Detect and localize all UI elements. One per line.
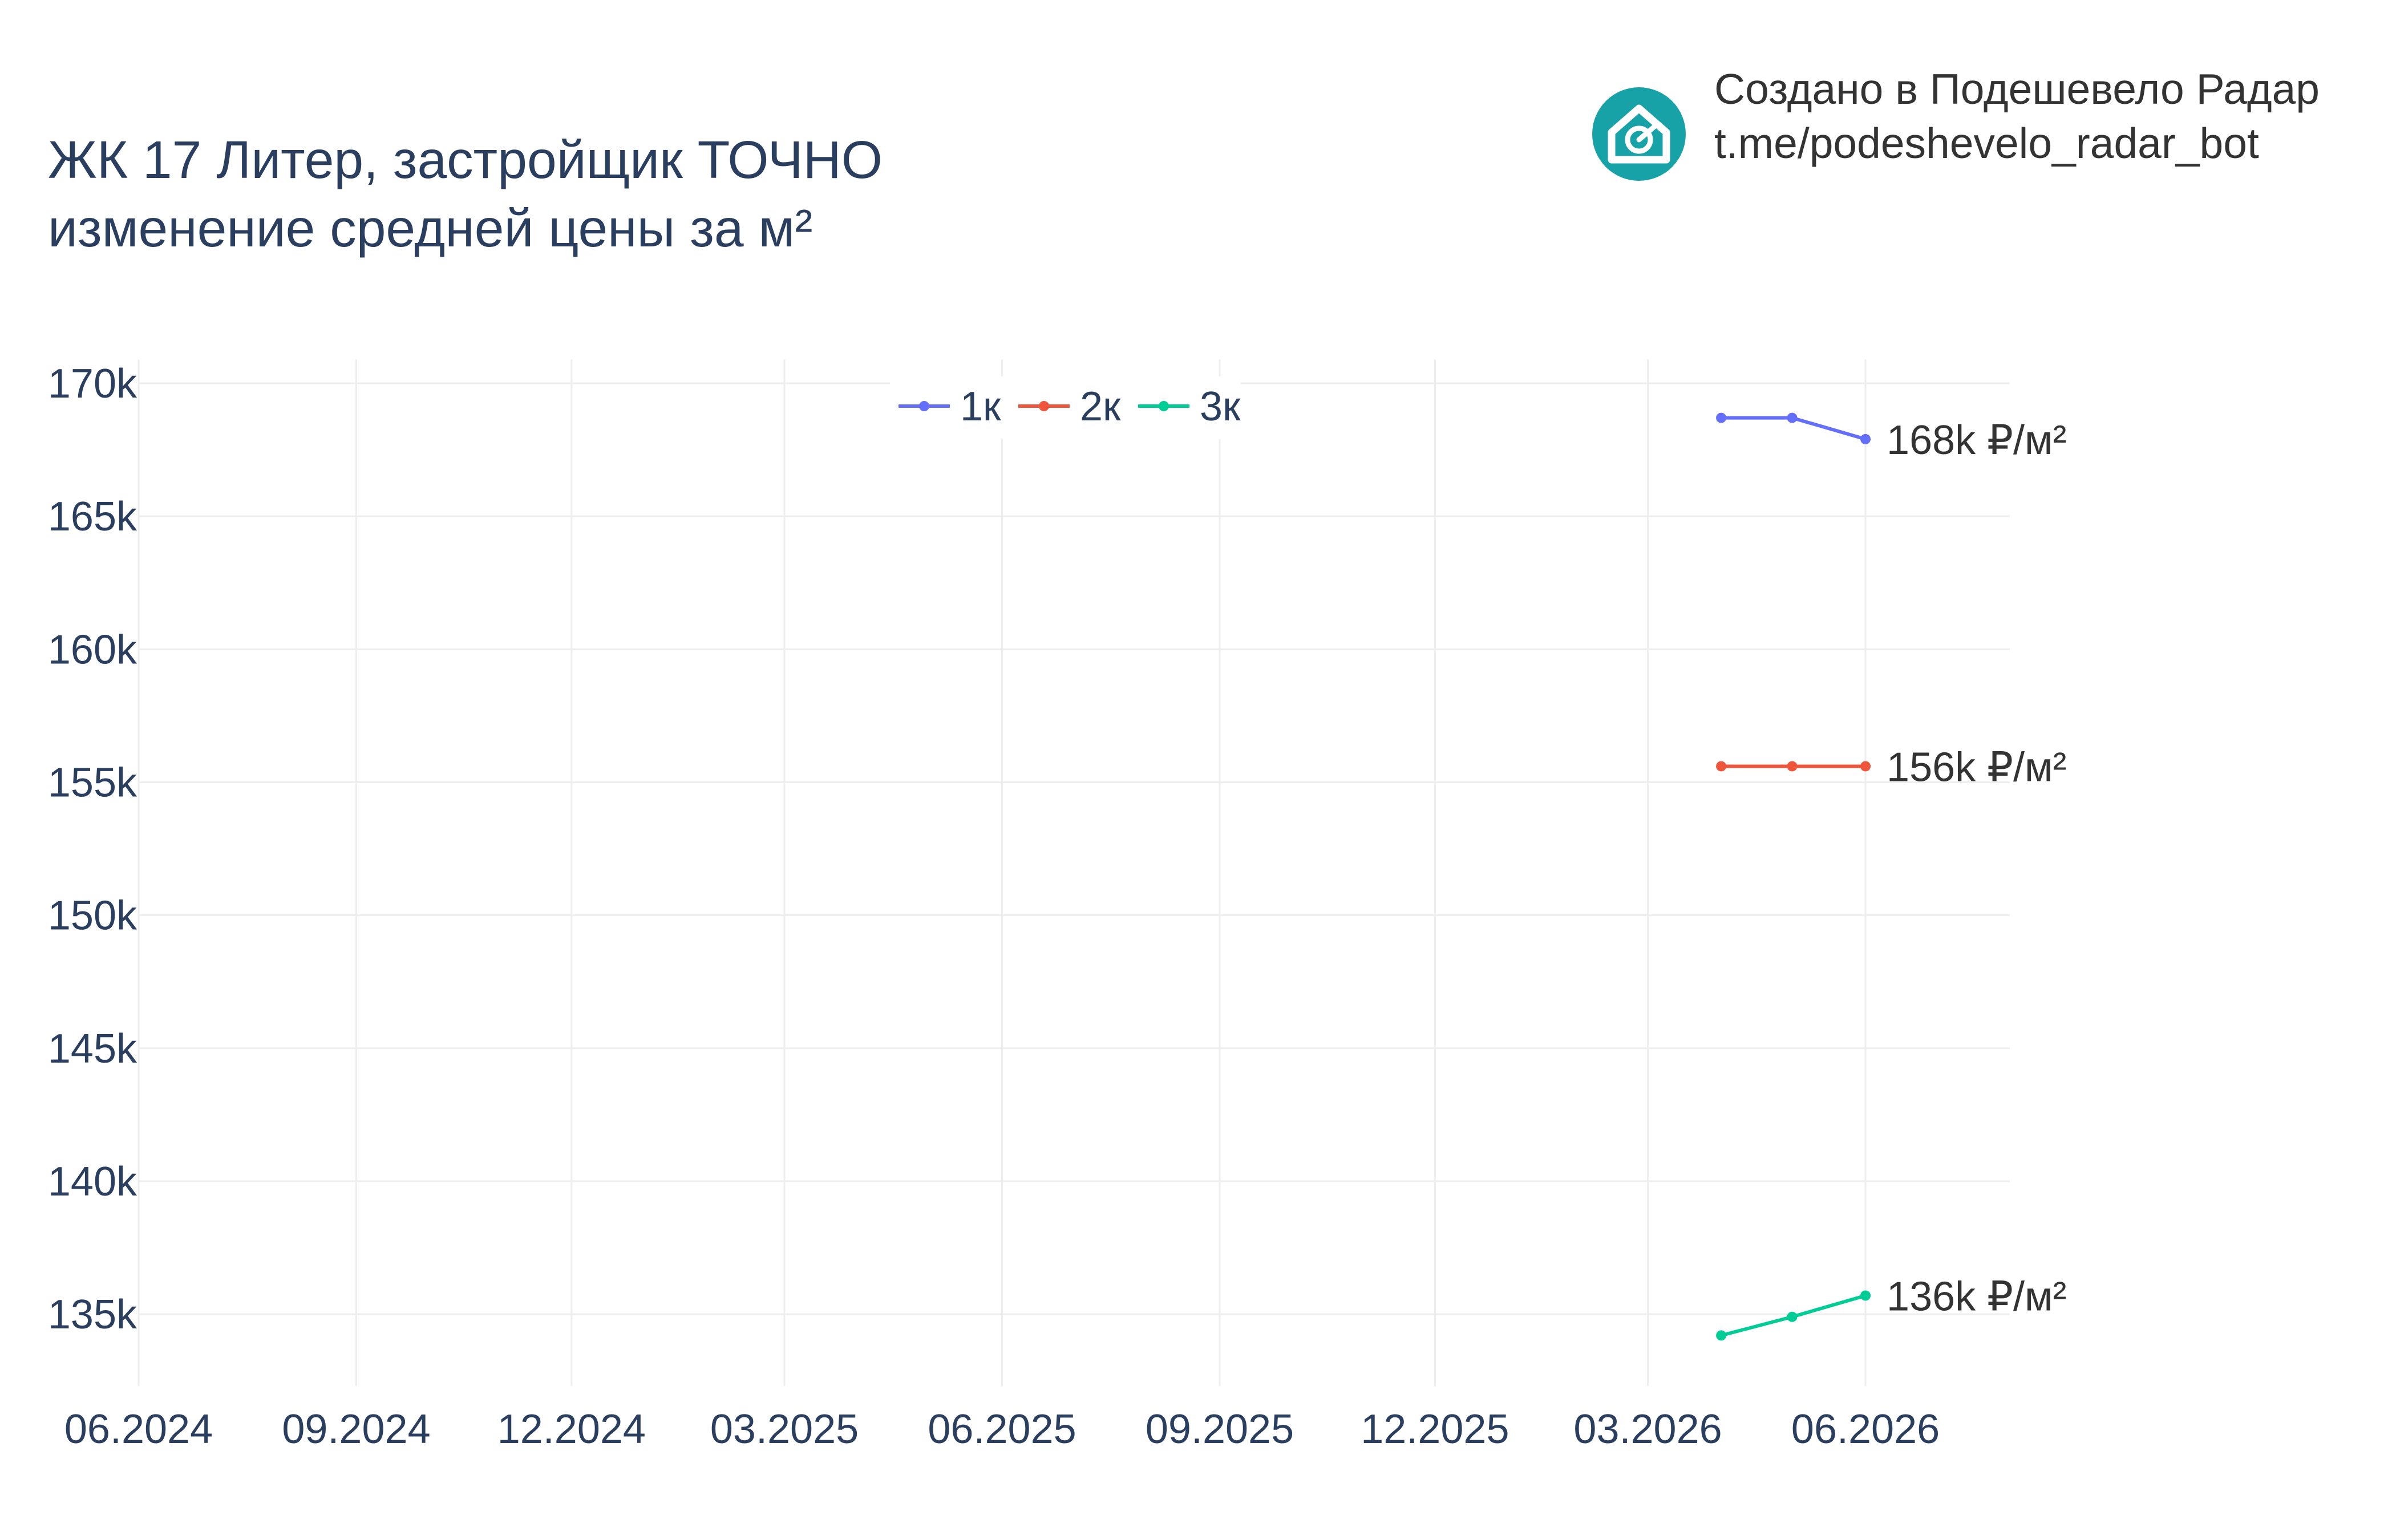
grid-lines (137, 359, 2010, 1386)
legend-swatch-marker (919, 401, 929, 411)
y-tick-label: 155k (48, 760, 137, 805)
x-tick-label: 12.2025 (1361, 1407, 1509, 1452)
legend: 1к 2к 3к (890, 376, 1241, 439)
y-tick-label: 160k (48, 627, 137, 672)
y-tick-label: 135k (48, 1292, 137, 1338)
data-point (1787, 1311, 1798, 1322)
legend-label: 3к (1200, 384, 1241, 429)
x-tick-label: 06.2025 (928, 1407, 1076, 1452)
chart-title-line1: ЖК 17 Литер, застройщик ТОЧНО (48, 130, 883, 189)
data-point (1860, 1290, 1871, 1301)
y-axis-ticks: 135k 140k 145k 150k 155k 160k 165k 170k (48, 361, 137, 1338)
credit-logo (1592, 87, 1686, 181)
series-2: 156k ₽/м² (1716, 744, 2066, 790)
x-tick-label: 06.2026 (1791, 1407, 1940, 1452)
x-tick-label: 03.2025 (710, 1407, 859, 1452)
data-point (1860, 433, 1871, 444)
chart-title-line2: изменение средней цены за м² (48, 198, 812, 258)
data-series: 168k ₽/м² 156k ₽/м² 136k ₽/м² (1716, 412, 2066, 1341)
x-tick-label: 09.2024 (282, 1407, 430, 1452)
data-point (1787, 412, 1798, 423)
data-point (1716, 761, 1727, 772)
x-tick-label: 12.2024 (497, 1407, 646, 1452)
legend-swatch-marker (1039, 401, 1049, 411)
series-1: 168k ₽/м² (1716, 412, 2066, 463)
data-point (1860, 761, 1871, 772)
legend-label: 1к (960, 384, 1001, 429)
legend-item[interactable]: 3к (1138, 384, 1241, 429)
legend-swatch-marker (1159, 401, 1169, 411)
x-tick-label: 03.2026 (1573, 1407, 1722, 1452)
y-tick-label: 170k (48, 361, 137, 407)
legend-item[interactable]: 2к (1018, 384, 1121, 429)
logo-circle (1592, 87, 1686, 181)
x-axis-ticks: 06.2024 09.2024 12.2024 03.2025 06.2025 09.20… (64, 1407, 1940, 1452)
y-tick-label: 150k (48, 893, 137, 939)
x-tick-label: 09.2025 (1146, 1407, 1294, 1452)
house-radar-icon (1608, 104, 1670, 164)
data-point (1716, 1330, 1727, 1341)
credit-line2: t.me/podeshevelo_radar_bot (1714, 119, 2259, 167)
series-end-label: 168k ₽/м² (1887, 418, 2066, 463)
series-end-label: 136k ₽/м² (1887, 1274, 2066, 1319)
data-point (1787, 761, 1798, 772)
data-point (1716, 412, 1727, 423)
x-tick-label: 06.2024 (64, 1407, 213, 1452)
series-end-label: 156k ₽/м² (1887, 744, 2066, 790)
series-3: 136k ₽/м² (1716, 1274, 2066, 1341)
credit-line1: Создано в Подешевело Радар (1714, 65, 2320, 113)
legend-item[interactable]: 1к (898, 384, 1001, 429)
y-tick-label: 140k (48, 1159, 137, 1205)
y-tick-label: 165k (48, 494, 137, 540)
legend-label: 2к (1080, 384, 1121, 429)
y-tick-label: 145k (48, 1026, 137, 1072)
